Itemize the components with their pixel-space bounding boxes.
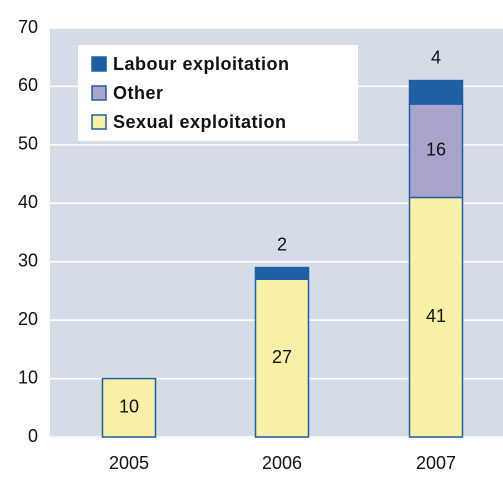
y-tick-label: 10 (18, 367, 38, 387)
bar-segment (254, 278, 310, 438)
y-tick-label: 70 (18, 17, 38, 37)
value-label: 10 (119, 397, 139, 417)
value-label: 27 (272, 347, 292, 367)
legend-box (78, 45, 358, 141)
value-label: 41 (426, 306, 446, 326)
legend-label: Sexual exploitation (113, 112, 287, 132)
bar-segment (408, 79, 464, 105)
bar-segment (101, 377, 157, 438)
value-label: 16 (426, 139, 446, 159)
bar-segment (408, 103, 464, 199)
bar-segment (408, 196, 464, 438)
y-tick-label: 60 (18, 75, 38, 95)
legend-swatch (91, 114, 107, 130)
y-tick-label: 30 (18, 250, 38, 270)
y-tick-label: 40 (18, 192, 38, 212)
x-tick-label: 2006 (262, 453, 302, 473)
bar-segment (254, 266, 310, 280)
legend-label: Labour exploitation (113, 54, 290, 74)
legend-swatch (91, 85, 107, 101)
x-tick-label: 2007 (416, 453, 456, 473)
x-tick-label: 2005 (109, 453, 149, 473)
value-label: 4 (431, 47, 441, 67)
y-tick-label: 20 (18, 309, 38, 329)
value-label: 2 (277, 234, 287, 254)
y-tick-label: 0 (28, 426, 38, 446)
legend-swatch (91, 56, 107, 72)
legend-label: Other (113, 83, 164, 103)
y-tick-label: 50 (18, 134, 38, 154)
